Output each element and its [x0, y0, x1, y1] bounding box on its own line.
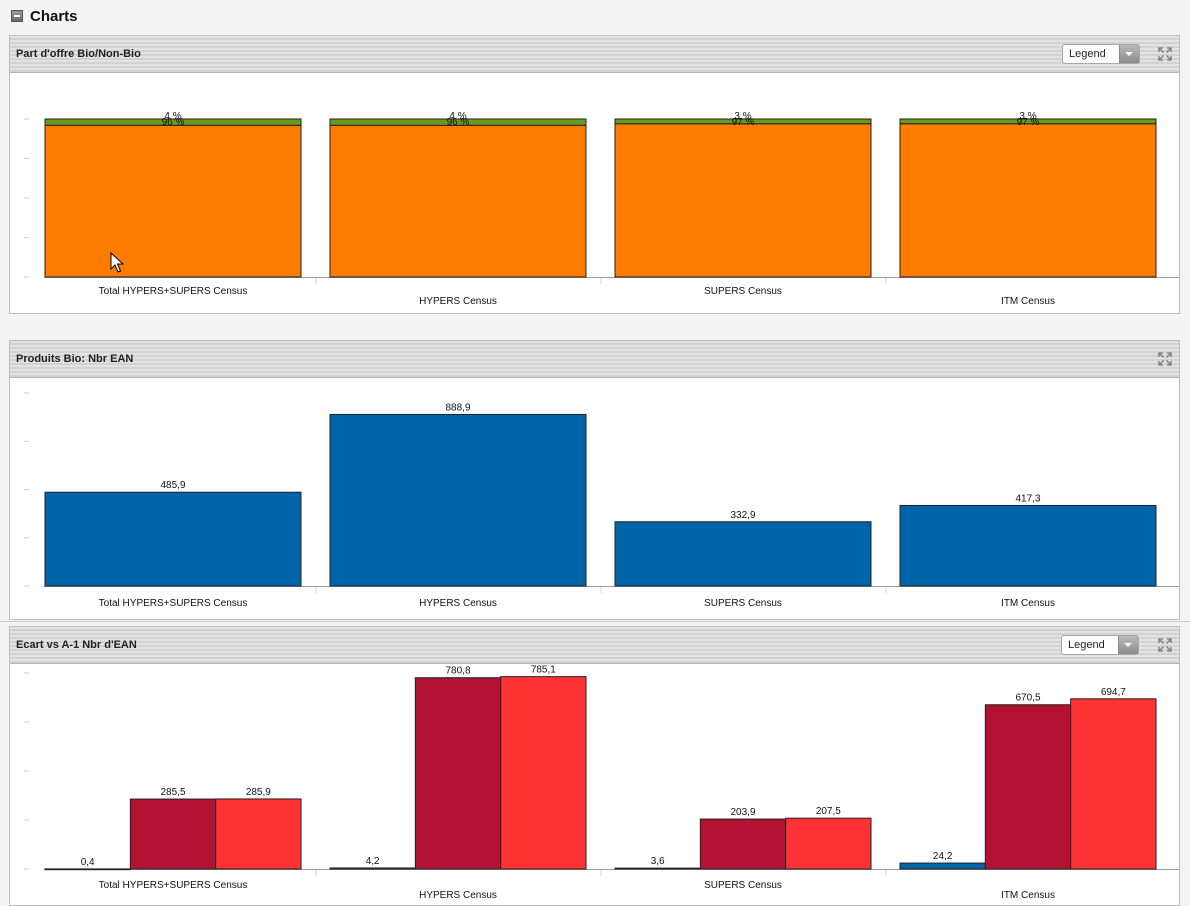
panel-header: Produits Bio: Nbr EAN: [10, 341, 1179, 378]
chevron-down-icon: [1119, 45, 1139, 63]
bar-segment: [899, 118, 1157, 125]
category-label: SUPERS Census: [704, 880, 782, 891]
mouse-pointer-icon: [110, 252, 124, 273]
category-label: ITM Census: [1001, 296, 1055, 307]
data-label: 285,9: [246, 787, 271, 798]
panel-header: Ecart vs A-1 Nbr d'EAN Legend: [10, 627, 1179, 664]
divider: [0, 621, 1190, 622]
data-label: 207,5: [816, 806, 841, 817]
bar: [699, 818, 787, 870]
section-title: Charts: [30, 8, 78, 25]
data-label: 97 %: [732, 117, 755, 128]
bar-segment: [329, 118, 587, 126]
data-label: 97 %: [1017, 117, 1040, 128]
category-label: HYPERS Census: [419, 598, 497, 609]
panel-title: Ecart vs A-1 Nbr d'EAN: [16, 639, 137, 651]
panel-title: Part d'offre Bio/Non-Bio: [16, 48, 141, 60]
data-label: 785,1: [531, 665, 556, 676]
chart-ecart: 0,4 285,5 285,9 Total HYPERS+SUPERS Census 4…: [24, 665, 1179, 901]
data-label: 96 %: [447, 117, 470, 128]
bar: [614, 521, 872, 587]
data-label: 0,4: [81, 857, 95, 868]
data-label: 780,8: [445, 666, 470, 677]
data-label: 4,2: [366, 856, 380, 867]
data-label: 3 %: [734, 111, 751, 122]
legend-dropdown[interactable]: Legend: [1061, 635, 1139, 655]
bar: [785, 817, 872, 870]
section-header: Charts: [0, 0, 1190, 34]
data-label: 4 %: [449, 111, 466, 122]
category-label: Total HYPERS+SUPERS Census: [99, 286, 248, 297]
expand-icon[interactable]: [1157, 46, 1173, 62]
chart-panel-ecart: Ecart vs A-1 Nbr d'EAN Legend 0,4 285,5 28…: [9, 626, 1180, 906]
panel-header: Part d'offre Bio/Non-Bio Legend: [10, 36, 1179, 73]
category-label: Total HYPERS+SUPERS Census: [99, 880, 248, 891]
chart-panel-bio-ean: Produits Bio: Nbr EAN 485,9 Total HYPERS+…: [9, 340, 1180, 620]
bar: [329, 413, 587, 587]
bar: [899, 504, 1157, 587]
bar-segment: [614, 118, 872, 125]
data-label: 417,3: [1015, 493, 1040, 504]
data-label: 3,6: [651, 856, 665, 867]
bar: [44, 491, 302, 587]
data-label: 4 %: [164, 111, 181, 122]
data-label: 485,9: [160, 480, 185, 491]
category-label: ITM Census: [1001, 598, 1055, 609]
category-label: SUPERS Census: [704, 286, 782, 297]
category-label: ITM Census: [1001, 890, 1055, 901]
bar-segment: [44, 118, 302, 126]
data-label: 332,9: [730, 510, 755, 521]
data-label: 888,9: [445, 402, 470, 413]
bar-segment: [329, 124, 587, 278]
chevron-down-icon: [1118, 636, 1138, 654]
legend-dropdown-label: Legend: [1069, 48, 1106, 60]
bar: [500, 676, 587, 870]
bar: [329, 867, 416, 870]
data-label: 203,9: [730, 807, 755, 818]
chart-panel-offer-share: Part d'offre Bio/Non-Bio Legend 96 % 4 % T…: [9, 35, 1180, 314]
bar: [44, 868, 131, 871]
expand-icon[interactable]: [1157, 351, 1173, 367]
bar: [414, 677, 502, 870]
bar: [614, 867, 701, 870]
legend-dropdown-label: Legend: [1068, 639, 1105, 651]
bar: [899, 862, 986, 870]
collapse-icon[interactable]: [11, 10, 23, 22]
bar: [215, 798, 302, 870]
bar-segment: [44, 124, 302, 278]
data-label: 694,7: [1101, 687, 1126, 698]
legend-dropdown[interactable]: Legend: [1062, 44, 1140, 64]
bar: [1070, 698, 1157, 870]
category-label: SUPERS Census: [704, 598, 782, 609]
bar-segment: [899, 123, 1157, 278]
category-label: Total HYPERS+SUPERS Census: [99, 598, 248, 609]
data-label: 670,5: [1015, 693, 1040, 704]
expand-icon[interactable]: [1157, 637, 1173, 653]
category-label: HYPERS Census: [419, 890, 497, 901]
bar-segment: [614, 123, 872, 278]
panel-title: Produits Bio: Nbr EAN: [16, 353, 134, 365]
bar: [129, 798, 217, 870]
data-label: 285,5: [160, 787, 185, 798]
data-label: 3 %: [1019, 111, 1036, 122]
data-label: 96 %: [162, 117, 185, 128]
bar: [984, 704, 1072, 870]
category-label: HYPERS Census: [419, 296, 497, 307]
chart-bio-ean: 485,9 Total HYPERS+SUPERS Census 888,9 HYPE…: [24, 392, 1179, 609]
data-label: 24,2: [933, 851, 953, 862]
